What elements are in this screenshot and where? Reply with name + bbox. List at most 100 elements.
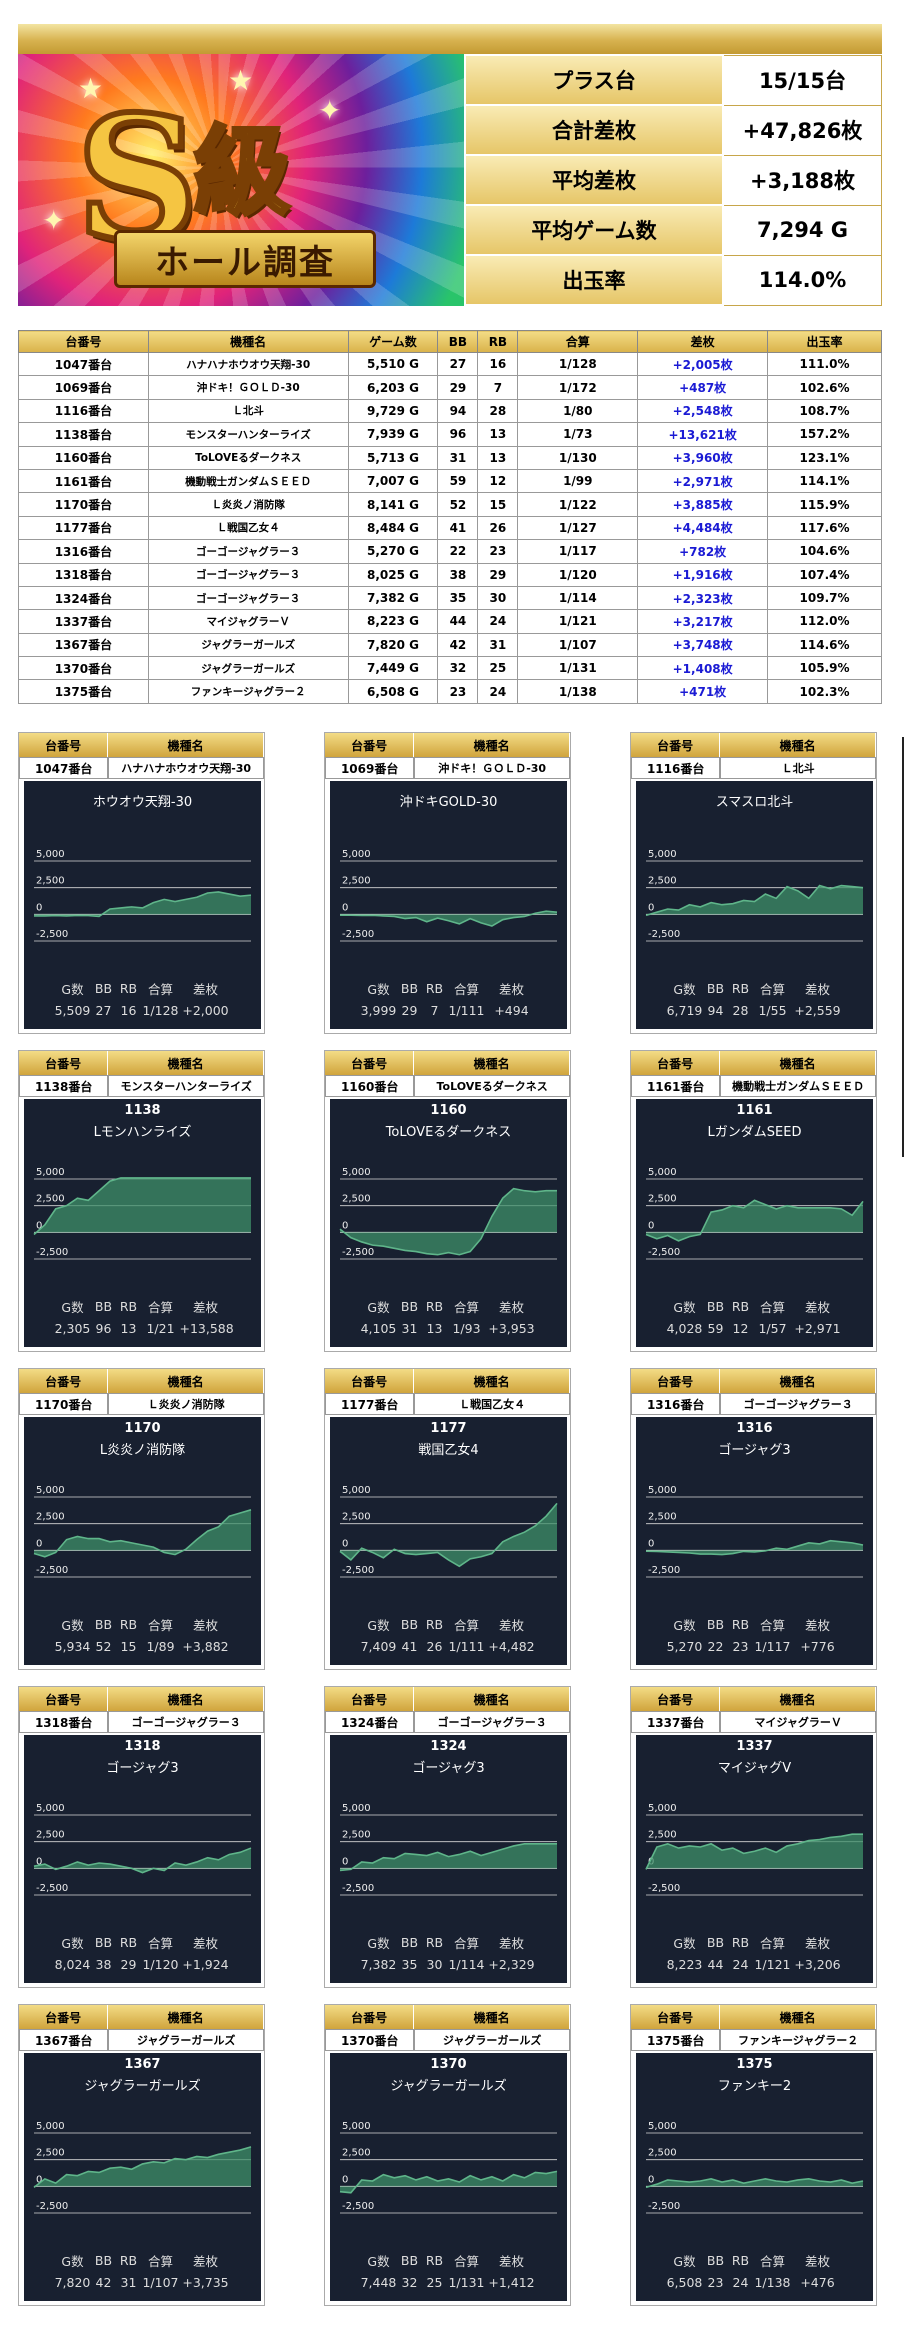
y-tick-label: 0 xyxy=(36,1856,42,1867)
stat-label: 合算 xyxy=(453,1935,479,1951)
stat-value: 23 xyxy=(707,2274,724,2290)
card-header-machine: 機種名 xyxy=(108,1687,264,1711)
table-cell: 1/107 xyxy=(517,632,639,658)
stat-value: 2,305 xyxy=(54,1320,91,1336)
stat-values-row: 4,028 59 12 1/57 +2,971 xyxy=(636,1317,873,1339)
table-cell: 1370番台 xyxy=(18,656,149,681)
stat-label: RB xyxy=(119,1616,138,1632)
graph-panel: 沖ドキGOLD-30 5,000 2,500 0 -2,500 G数 BB RB 合算 差枚 3,9… xyxy=(330,781,567,1029)
graph-panel: 1160 ToLOVEるダークネス 5,000 2,500 0 -2,500 G数 BB RB 合… xyxy=(330,1099,567,1347)
machine-card: 台番号 機種名 1047番台 ハナハナホウオウ天翔-30 ホウオウ天翔-30 5,000 2… xyxy=(18,732,265,1034)
card-header-machine: 機種名 xyxy=(414,1369,570,1393)
stat-values-row: 8,223 44 24 1/121 +3,206 xyxy=(636,1953,873,1975)
y-tick-label: 5,000 xyxy=(648,1485,677,1496)
graph-panel: 1318 ゴージャグ3 5,000 2,500 0 -2,500 G数 BB RB 合算 差枚 8,0… xyxy=(24,1735,261,1983)
balance-line xyxy=(645,1833,863,1870)
card-header: 台番号 機種名 xyxy=(325,1687,570,1711)
table-row: 1370番台 ジャグラーガールズ 7,449 G 32 25 1/131 +1,408枚 10… xyxy=(18,656,882,681)
card-header-machine: 機種名 xyxy=(414,1687,570,1711)
table-cell: 104.6% xyxy=(767,539,882,564)
stat-label: 差枚 xyxy=(804,1617,830,1633)
stat-label: 差枚 xyxy=(192,1617,218,1633)
stat-label: BB xyxy=(94,1616,113,1632)
balance-chart: 5,000 2,500 0 -2,500 xyxy=(645,2121,864,2214)
balance-line xyxy=(645,884,864,917)
y-tick-label: 5,000 xyxy=(36,2121,65,2132)
card-header: 台番号 機種名 xyxy=(19,733,264,757)
y-tick-label: 5,000 xyxy=(342,1803,371,1814)
stat-value: 4,105 xyxy=(360,1320,397,1336)
stat-label: 差枚 xyxy=(192,981,218,997)
machine-card: 台番号 機種名 1375番台 ファンキージャグラー２ 1375 ファンキー2 5,000 2,… xyxy=(630,2004,877,2306)
table-cell: 機動戦士ガンダムＳＥＥＤ xyxy=(147,468,349,494)
stat-value: 1/114 xyxy=(448,1956,485,1972)
table-row: 1047番台 ハナハナホウオウ天翔-30 5,510 G 27 16 1/128 +2,00… xyxy=(18,351,882,377)
y-tick-label: -2,500 xyxy=(648,929,680,940)
card-header-machine: 機種名 xyxy=(720,733,876,757)
card-machine-no: 1047番台 xyxy=(19,757,109,779)
column-header: 合算 xyxy=(517,330,639,353)
y-tick-label: 5,000 xyxy=(648,849,677,860)
card-header-machine: 機種名 xyxy=(720,1051,876,1075)
stat-value: +3,953 xyxy=(488,1320,535,1336)
table-cell: 8,223 G xyxy=(347,609,439,634)
table-cell: 1/128 xyxy=(517,351,639,377)
machine-card: 台番号 機種名 1316番台 ゴーゴージャグラー３ 1316 ゴージャグ3 5,000 2,5… xyxy=(630,1368,877,1670)
y-tick-label: 2,500 xyxy=(36,876,65,887)
balance-chart: 5,000 2,500 0 -2,500 xyxy=(645,1167,864,1260)
card-header: 台番号 機種名 xyxy=(19,1687,264,1711)
table-cell: 8,141 G xyxy=(347,492,439,517)
logo-ribbon-text: ホール調査 xyxy=(155,242,335,283)
table-cell: 7,820 G xyxy=(347,632,439,658)
table-cell: 1/121 xyxy=(517,609,639,634)
table-cell: 30 xyxy=(477,585,519,611)
column-header: 台番号 xyxy=(18,330,149,353)
card-header-machine: 機種名 xyxy=(108,1369,264,1393)
machine-card: 台番号 機種名 1318番台 ゴーゴージャグラー３ 1318 ゴージャグ3 5,000 2,5… xyxy=(18,1686,265,1988)
stat-value: +476 xyxy=(800,2274,835,2290)
card-machine-name: Ｌ炎炎ノ消防隊 xyxy=(108,1393,264,1415)
stat-values-row: 5,934 52 15 1/89 +3,882 xyxy=(24,1635,261,1657)
table-cell: +13,621枚 xyxy=(637,422,769,447)
card-machine-no: 1177番台 xyxy=(325,1393,415,1415)
table-cell: +3,748枚 xyxy=(637,632,769,658)
stat-labels-row: G数 BB RB 合算 差枚 xyxy=(330,2249,567,2271)
stat-value: 5,934 xyxy=(54,1638,91,1654)
table-cell: 94 xyxy=(437,398,479,424)
s-class-hall-survey-logo: ★ ★ ✦ ✦ S 級 ホール調査 xyxy=(18,54,464,306)
graph-machine-no: 1337 xyxy=(736,1739,773,1754)
stat-value: 27 xyxy=(95,1002,112,1018)
star-icon: ✦ xyxy=(42,204,66,237)
table-cell: 6,508 G xyxy=(347,679,439,704)
table-row: 1161番台 機動戦士ガンダムＳＥＥＤ 7,007 G 59 12 1/99 +2,971枚… xyxy=(18,468,882,494)
table-cell: +3,217枚 xyxy=(637,609,769,634)
stat-value: 5,509 xyxy=(54,1002,91,1018)
machine-results-table: 台番号 機種名 ゲーム数 BB RB 合算 差枚 出玉率 1047番台 ハナハナホウオウ天翔-30… xyxy=(18,330,882,704)
stat-value: 1/120 xyxy=(142,1956,179,1972)
card-machine-name: ジャグラーガールズ xyxy=(108,2029,264,2051)
stat-value: 7,448 xyxy=(360,2274,397,2290)
table-cell: 1375番台 xyxy=(18,679,149,704)
card-machine-name: モンスターハンターライズ xyxy=(108,1075,264,1097)
table-cell: 59 xyxy=(437,468,479,494)
graph-stats: G数 BB RB 合算 差枚 7,382 35 30 1/114 +2,329 xyxy=(330,1931,567,1975)
stat-value: 1/117 xyxy=(754,1638,791,1654)
table-cell: 35 xyxy=(437,585,479,611)
machine-card: 台番号 機種名 1370番台 ジャグラーガールズ 1370 ジャグラーガールズ 5,000 2… xyxy=(324,2004,571,2306)
stat-label: G数 xyxy=(61,2253,84,2269)
stat-label: BB xyxy=(400,980,419,996)
stat-value: 1/138 xyxy=(754,2274,791,2290)
card-machine-name: ゴーゴージャグラー３ xyxy=(720,1393,876,1415)
stat-label: G数 xyxy=(367,2253,390,2269)
y-tick-label: 2,500 xyxy=(648,876,677,887)
stat-values-row: 4,105 31 13 1/93 +3,953 xyxy=(330,1317,567,1339)
table-cell: 1/122 xyxy=(517,492,639,517)
graph-title: ゴージャグ3 xyxy=(412,1761,485,1776)
y-tick-label: -2,500 xyxy=(648,1883,680,1894)
table-cell: 1161番台 xyxy=(18,468,149,494)
table-cell: 23 xyxy=(477,539,519,564)
card-header: 台番号 機種名 xyxy=(631,733,876,757)
machine-card: 台番号 機種名 1177番台 Ｌ戦国乙女４ 1177 戦国乙女4 5,000 2,500 0 -2… xyxy=(324,1368,571,1670)
card-info-row: 1047番台 ハナハナホウオウ天翔-30 xyxy=(19,757,264,779)
table-cell: 117.6% xyxy=(767,515,882,541)
